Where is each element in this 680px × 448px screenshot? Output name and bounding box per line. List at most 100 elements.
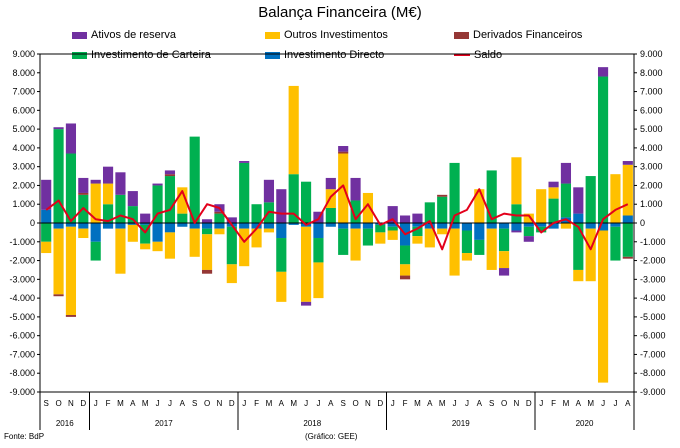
bar-investimento-directo <box>288 223 299 225</box>
x-tick-label: F <box>254 399 259 408</box>
y-tick-label-left: -4.000 <box>9 293 35 303</box>
bar-ativos-de-reserva <box>239 161 250 163</box>
bar-investimento-directo <box>214 223 225 229</box>
legend-swatch <box>265 51 280 59</box>
x-tick-label: M <box>414 399 421 408</box>
bar-outros-investimentos <box>41 241 52 254</box>
legend-label: Investimento de Carteira <box>91 49 211 61</box>
x-tick-label: D <box>229 399 235 408</box>
bar-outros-investimentos <box>189 228 200 257</box>
y-tick-label-right: 8.000 <box>640 68 663 78</box>
bar-investimento-directo <box>523 223 534 227</box>
x-tick-label: M <box>587 399 594 408</box>
y-tick-label-left: -9.000 <box>9 387 35 397</box>
y-tick-label-right: -7.000 <box>640 349 666 359</box>
bar-ativos-de-reserva <box>412 213 423 223</box>
bar-outros-investimentos <box>78 228 89 239</box>
bar-ativos-de-reserva <box>573 187 584 214</box>
x-tick-label: A <box>279 399 285 408</box>
bar-investimento-de-carteira <box>115 194 126 223</box>
y-tick-label-left: -8.000 <box>9 368 35 378</box>
y-tick-label-right: -8.000 <box>640 368 666 378</box>
bar-investimento-directo <box>548 223 559 229</box>
bar-outros-investimentos <box>239 228 250 267</box>
y-tick-label-right: -3.000 <box>640 274 666 284</box>
x-tick-label: A <box>625 399 631 408</box>
bar-investimento-de-carteira <box>65 153 77 223</box>
bar-ativos-de-reserva <box>387 206 398 223</box>
x-tick-label: D <box>526 399 532 408</box>
bar-outros-investimentos <box>201 234 213 270</box>
x-tick-label: N <box>68 399 74 408</box>
credit-label: (Gráfico: GEE) <box>305 432 358 441</box>
y-tick-label-left: 2.000 <box>12 180 35 190</box>
bar-investimento-de-carteira <box>412 226 423 237</box>
x-tick-label: D <box>80 399 86 408</box>
y-tick-label-left: 8.000 <box>12 68 35 78</box>
bar-outros-investimentos <box>350 228 361 261</box>
x-tick-label: A <box>576 399 582 408</box>
x-tick-label: N <box>514 399 520 408</box>
x-tick-label: M <box>142 399 149 408</box>
bar-investimento-directo <box>597 223 609 231</box>
bar-outros-investimentos <box>461 253 473 261</box>
y-tick-label-right: -5.000 <box>640 312 666 322</box>
x-tick-label: J <box>391 399 395 408</box>
legend-item-ativos-de-reserva: Ativos de reserva <box>72 29 176 41</box>
legend-label: Ativos de reserva <box>91 29 176 41</box>
legend-item-investimento-de-carteira: Investimento de Carteira <box>72 49 211 61</box>
bar-ativos-de-reserva <box>548 181 559 188</box>
y-tick-label-right: 6.000 <box>640 105 663 115</box>
legend-swatch <box>265 31 280 39</box>
bar-investimento-de-carteira <box>276 238 287 272</box>
bar-investimento-directo <box>78 223 89 229</box>
bar-derivados-financeiros <box>78 192 89 195</box>
bar-investimento-directo <box>152 223 163 242</box>
x-tick-label: J <box>156 399 160 408</box>
y-tick-label-left: -3.000 <box>9 274 35 284</box>
y-tick-label-right: 9.000 <box>640 49 663 59</box>
bar-outros-investimentos <box>486 228 497 270</box>
bar-investimento-directo <box>338 223 349 229</box>
bar-outros-investimentos <box>115 228 126 274</box>
bar-investimento-de-carteira <box>560 183 572 218</box>
bar-investimento-de-carteira <box>288 174 299 223</box>
bar-investimento-de-carteira <box>474 239 485 255</box>
x-tick-label: S <box>341 399 346 408</box>
bar-outros-investimentos <box>53 228 64 295</box>
x-tick-label: S <box>44 399 49 408</box>
x-tick-label: M <box>266 399 273 408</box>
bar-outros-investimentos <box>164 232 176 259</box>
bar-outros-investimentos <box>127 224 138 242</box>
bar-investimento-de-carteira <box>53 129 64 223</box>
y-tick-label-left: 3.000 <box>12 162 35 172</box>
x-tick-label: F <box>403 399 408 408</box>
y-tick-label-left: -7.000 <box>9 349 35 359</box>
bar-ativos-de-reserva <box>523 236 534 242</box>
bar-investimento-de-carteira <box>177 213 188 223</box>
legend-item-saldo: Saldo <box>454 49 502 61</box>
bar-investimento-directo <box>585 223 596 229</box>
bar-investimento-directo <box>53 223 64 229</box>
bar-ativos-de-reserva <box>102 166 114 184</box>
bar-investimento-de-carteira <box>214 213 225 223</box>
bar-investimento-directo <box>536 223 547 227</box>
y-tick-label-left: 0 <box>30 218 35 228</box>
bar-outros-investimentos <box>597 230 609 383</box>
bar-investimento-de-carteira <box>597 76 609 224</box>
bar-ativos-de-reserva <box>276 189 287 223</box>
bar-derivados-financeiros <box>622 256 633 259</box>
y-tick-label-left: -2.000 <box>9 256 35 266</box>
legend-item-derivados-financeiros: Derivados Financeiros <box>454 29 582 41</box>
bar-ativos-de-reserva <box>511 230 522 233</box>
bar-investimento-directo <box>90 223 101 242</box>
x-tick-label: J <box>168 399 172 408</box>
x-tick-label: A <box>180 399 186 408</box>
legend-swatch <box>72 31 87 39</box>
y-tick-label-left: 7.000 <box>12 87 35 97</box>
y-tick-label-left: -6.000 <box>9 331 35 341</box>
bar-ativos-de-reserva <box>152 183 163 186</box>
bar-investimento-de-carteira <box>486 170 497 223</box>
bar-investimento-de-carteira <box>338 228 349 255</box>
